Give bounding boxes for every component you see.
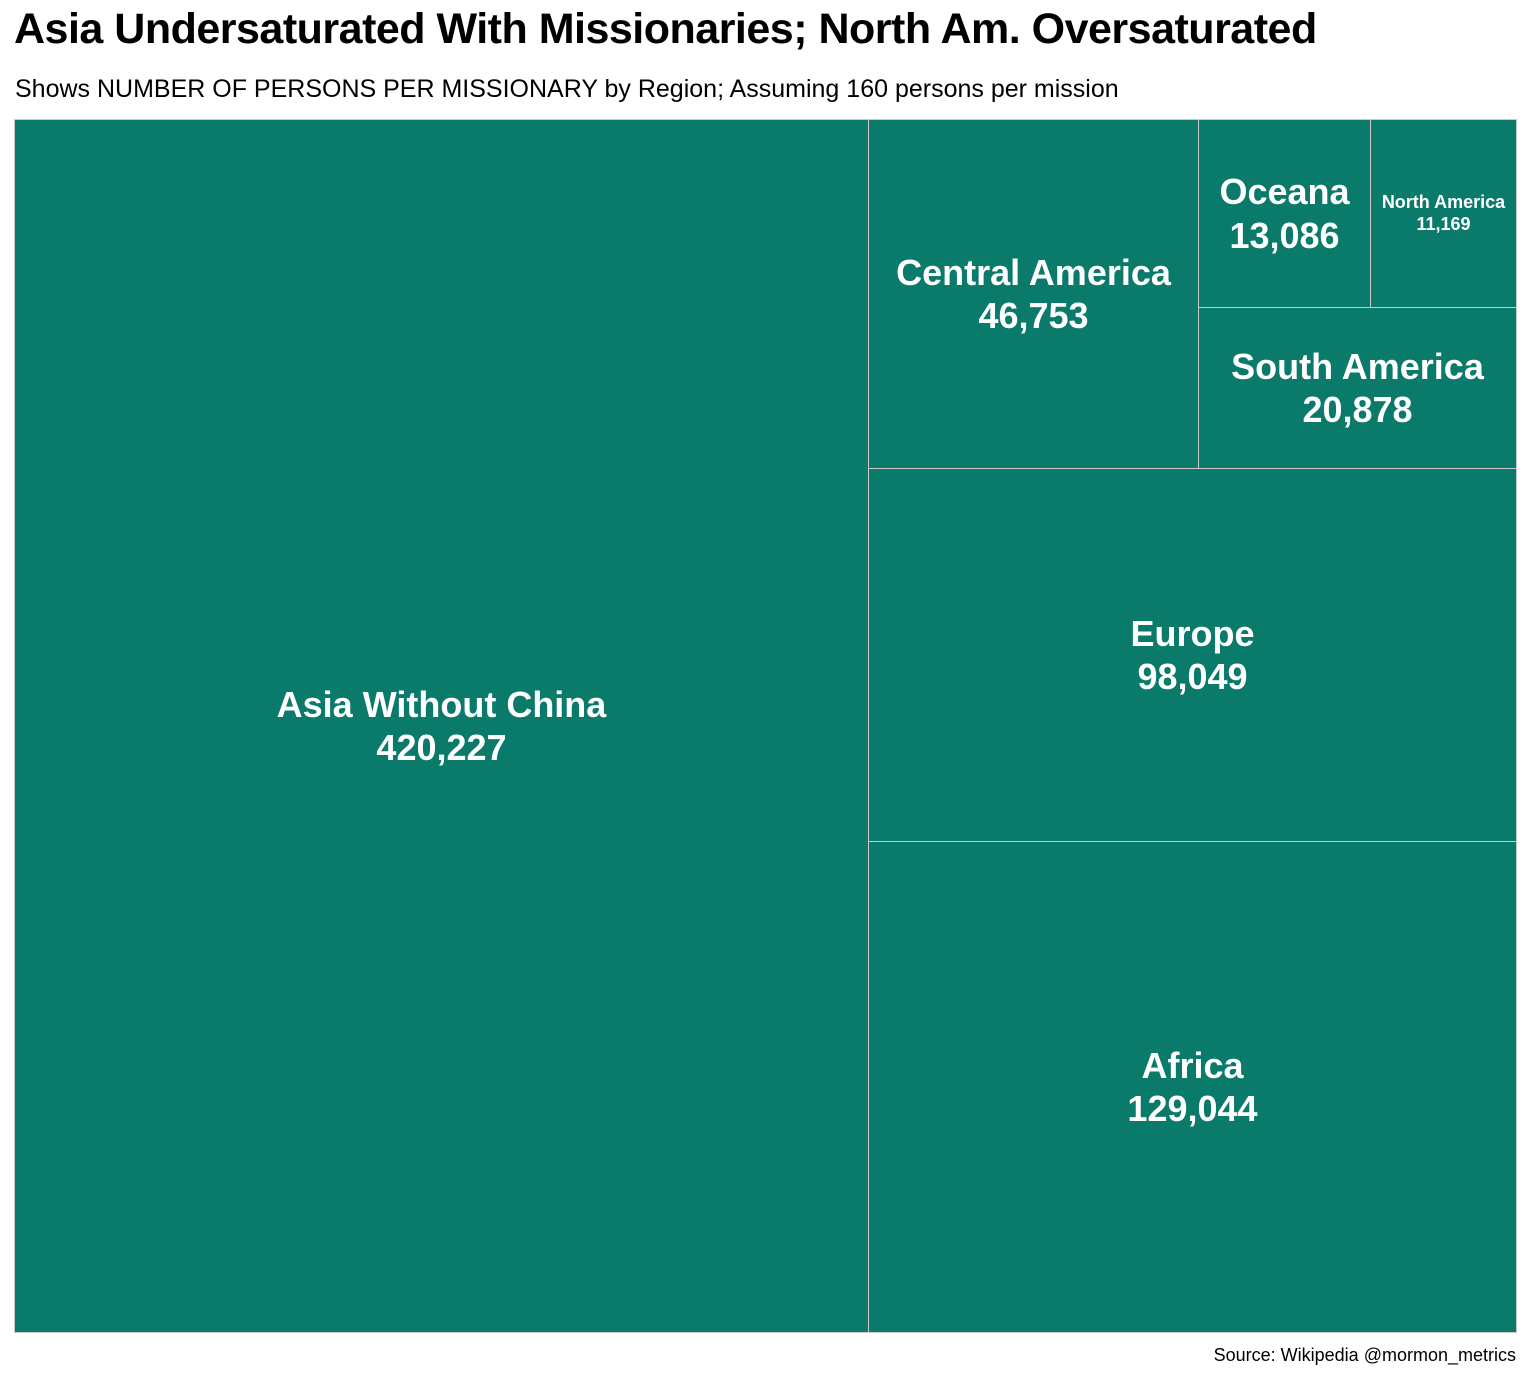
tile-north-america: North America 11,169 (1370, 119, 1517, 308)
tile-value: 98,049 (1137, 656, 1248, 697)
tile-africa: Africa 129,044 (868, 841, 1517, 1333)
tile-value: 13,086 (1229, 214, 1340, 256)
tile-central-america: Central America 46,753 (868, 119, 1199, 469)
tile-value: 11,169 (1416, 213, 1471, 234)
tile-value: 46,753 (978, 295, 1089, 336)
source-note: Source: Wikipedia @mormon_metrics (1213, 1345, 1516, 1365)
tile-label: North America (1381, 191, 1506, 212)
tile-label: Asia Without China (276, 683, 607, 725)
tile-asia-without-china: Asia Without China 420,227 (14, 119, 869, 1333)
chart-subtitle: Shows NUMBER OF PERSONS PER MISSIONARY b… (15, 75, 1119, 103)
tile-value: 20,878 (1302, 389, 1413, 430)
chart-title: Asia Undersaturated With Missionaries; N… (14, 5, 1317, 53)
tile-south-america: South America 20,878 (1198, 307, 1517, 469)
tile-value: 129,044 (1127, 1088, 1258, 1129)
tile-label: Africa (1141, 1044, 1244, 1086)
tile-europe: Europe 98,049 (868, 468, 1517, 842)
tile-label: Central America (896, 251, 1171, 293)
tile-value: 420,227 (376, 727, 507, 768)
tile-label: Europe (1130, 612, 1255, 654)
tile-label: Oceana (1219, 171, 1350, 213)
tile-oceana: Oceana 13,086 (1198, 119, 1371, 308)
treemap: Asia Without China 420,227 Africa 129,04… (14, 119, 1517, 1333)
tile-label: South America (1231, 345, 1484, 387)
